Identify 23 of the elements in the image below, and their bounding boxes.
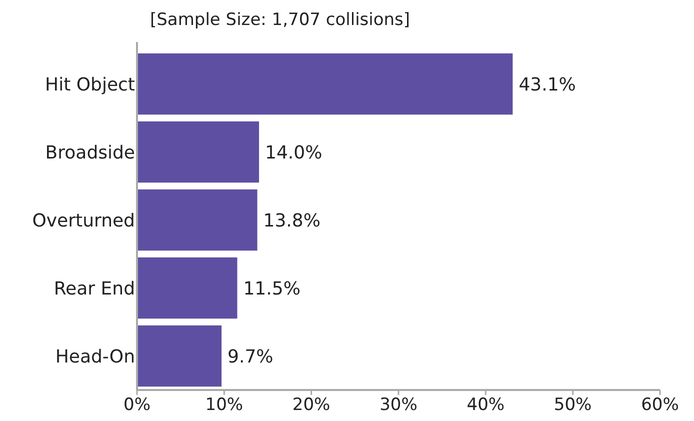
- bar: [137, 53, 513, 115]
- bar: [137, 189, 258, 251]
- data-label: 14.0%: [265, 142, 322, 164]
- data-label: 9.7%: [228, 346, 274, 368]
- x-tick-label: 30%: [380, 395, 418, 415]
- x-tick-label: 60%: [641, 395, 679, 415]
- y-tick-label: Hit Object: [45, 74, 135, 96]
- bar: [137, 257, 238, 319]
- bar: [137, 325, 222, 387]
- bar: [137, 121, 260, 183]
- data-label: 13.8%: [263, 210, 320, 232]
- x-tick-label: 0%: [124, 395, 150, 415]
- y-tick-label: Head-On: [55, 346, 135, 368]
- data-label: 11.5%: [243, 278, 300, 300]
- x-tick-label: 10%: [205, 395, 244, 415]
- y-tick-label: Broadside: [45, 142, 135, 164]
- chart-title: [Sample Size: 1,707 collisions]: [150, 10, 410, 30]
- x-tick-label: 50%: [554, 395, 592, 415]
- x-tick-label: 40%: [466, 395, 505, 415]
- y-tick-label: Rear End: [54, 278, 135, 300]
- x-tick-label: 20%: [292, 395, 330, 415]
- y-tick-label: Overturned: [32, 210, 135, 232]
- data-label: 43.1%: [518, 74, 576, 96]
